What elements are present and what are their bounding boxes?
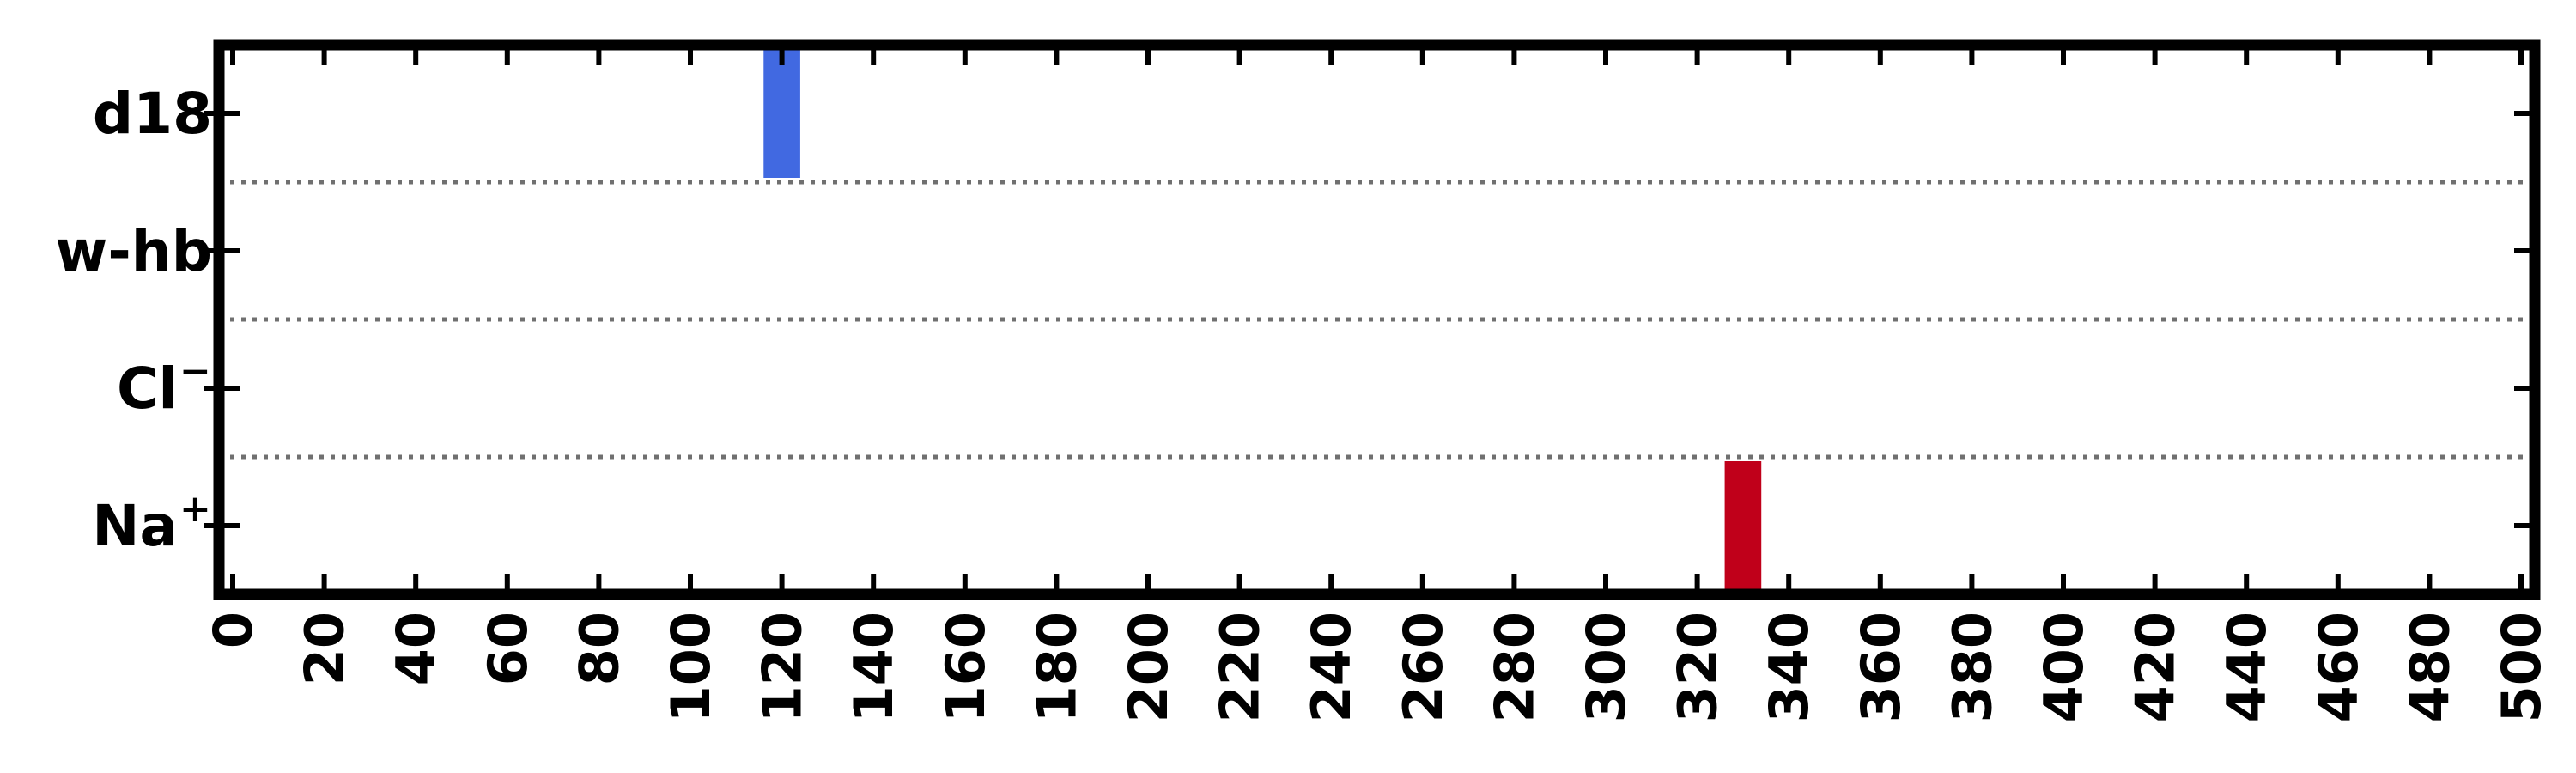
y-tick-label: Na — [92, 493, 178, 559]
x-tick-label: 140 — [842, 612, 905, 722]
y-tick-label: w-hb — [55, 218, 212, 284]
x-tick-label: 20 — [294, 612, 356, 685]
x-tick-label: 240 — [1300, 612, 1363, 722]
x-tick-label: 480 — [2398, 612, 2461, 722]
y-tick-label-superscript: + — [179, 487, 211, 531]
x-tick-label: 400 — [2032, 612, 2095, 722]
x-tick-label: 180 — [1025, 612, 1088, 722]
x-tick-label: 500 — [2490, 612, 2553, 722]
bars — [763, 49, 1762, 590]
x-tick-label: 160 — [934, 612, 997, 722]
x-tick-label: 300 — [1575, 612, 1637, 722]
y-tick-label: d18 — [93, 81, 212, 147]
x-tick-label: 260 — [1392, 612, 1455, 722]
bar-d18 — [763, 49, 800, 178]
y-tick-labels: d18 w-hb Cl − Na + — [55, 81, 212, 559]
bar-na — [1724, 461, 1762, 590]
x-tick-label: 340 — [1758, 612, 1820, 722]
y-tick-label-superscript: − — [179, 350, 211, 393]
x-tick-label: 120 — [751, 612, 814, 722]
x-tick-label: 80 — [568, 612, 630, 685]
x-tick-label: 440 — [2215, 612, 2278, 722]
plot-frame — [213, 39, 2541, 600]
x-tick-label: 200 — [1117, 612, 1180, 722]
x-tick-label: 40 — [385, 612, 447, 685]
x-tick-label: 220 — [1209, 612, 1272, 722]
x-tick-label: 60 — [477, 612, 539, 685]
x-tick-label: 100 — [659, 612, 722, 722]
x-tick-label: 320 — [1667, 612, 1729, 722]
x-tick-labels: 0 20 40 60 80 100 120 140 160 180 200 220 240 260 280 3… — [202, 612, 2553, 722]
x-tick-label: 360 — [1850, 612, 1912, 722]
x-tick-label: 420 — [2124, 612, 2187, 722]
x-tick-label: 460 — [2307, 612, 2370, 722]
x-tick-label: 280 — [1483, 612, 1546, 722]
x-tick-label: 380 — [1941, 612, 2003, 722]
row-separators — [219, 180, 2535, 460]
x-tick-label: 0 — [202, 612, 264, 648]
y-tick-label: Cl — [117, 356, 178, 422]
